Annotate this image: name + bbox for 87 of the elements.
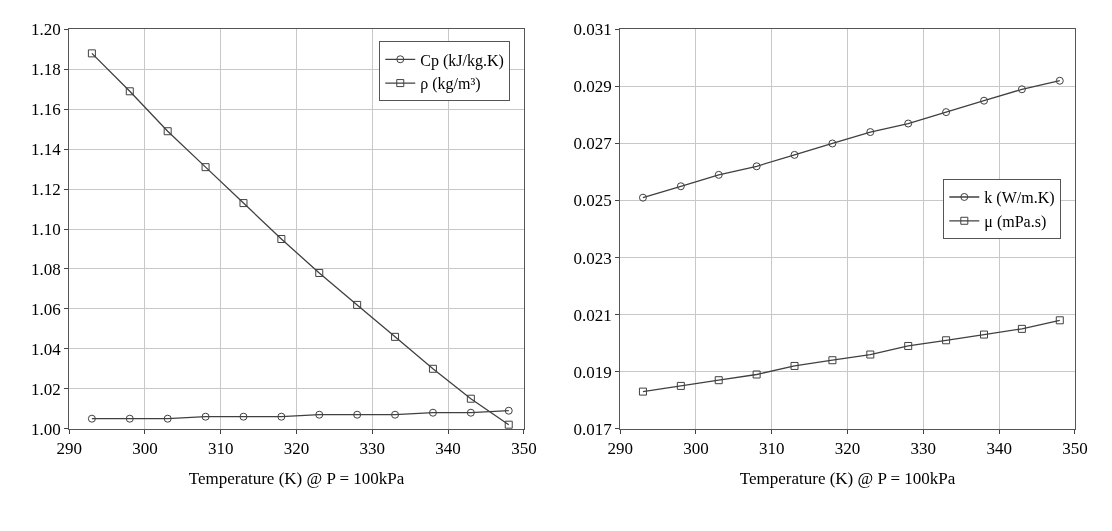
y-tick-label: 1.06 xyxy=(31,299,61,319)
y-tick-label: 0.023 xyxy=(573,248,612,268)
x-tick-label: 320 xyxy=(834,439,861,459)
y-tick-label: 1.10 xyxy=(31,219,61,239)
legend-label: μ (mPa.s) xyxy=(984,213,1047,232)
y-tick-label: 0.027 xyxy=(573,134,613,154)
y-tick-label: 0.017 xyxy=(573,419,613,439)
point xyxy=(466,408,475,417)
point xyxy=(87,414,96,423)
x-tick-label: 340 xyxy=(435,439,461,459)
point xyxy=(752,162,761,171)
x-tick-label: 320 xyxy=(283,439,310,459)
point xyxy=(866,128,875,137)
y-tick-label: 0.025 xyxy=(573,191,612,211)
point xyxy=(676,381,685,390)
y-tick-label: 1.02 xyxy=(31,379,61,399)
point xyxy=(638,193,647,202)
x-tick-label: 310 xyxy=(207,439,234,459)
point xyxy=(714,170,723,179)
x-tick-label: 350 xyxy=(511,439,537,459)
y-tick-label: 0.029 xyxy=(573,77,612,97)
point xyxy=(980,96,988,105)
point xyxy=(201,412,210,421)
y-tick-label: 1.16 xyxy=(31,100,61,120)
y-tick-label: 1.18 xyxy=(31,60,61,80)
point xyxy=(391,410,400,419)
y-tick-label: 1.04 xyxy=(31,339,62,359)
point xyxy=(125,414,134,423)
x-tick-label: 310 xyxy=(759,439,785,459)
point xyxy=(239,199,248,208)
point xyxy=(353,410,362,419)
legend-label: Cp (kJ/kg.K) xyxy=(420,51,504,70)
point xyxy=(714,376,723,385)
y-tick-label: 1.14 xyxy=(31,140,62,160)
y-tick-label: 0.019 xyxy=(573,362,612,382)
x-tick-label: 340 xyxy=(986,439,1012,459)
point xyxy=(1017,324,1026,333)
point xyxy=(201,163,210,172)
point xyxy=(391,332,400,341)
point xyxy=(428,364,437,373)
y-tick-label: 0.021 xyxy=(573,305,612,325)
x-tick-label: 290 xyxy=(607,439,633,459)
y-tick-label: 1.12 xyxy=(31,180,61,200)
y-tick-label: 0.031 xyxy=(573,20,612,40)
point xyxy=(676,182,685,191)
x-axis-title: Temperature (K) @ P = 100kPa xyxy=(188,469,405,489)
point xyxy=(466,394,475,403)
point xyxy=(790,361,799,370)
y-tick-label: 1.08 xyxy=(31,259,61,279)
legend-label: k (W/m.K) xyxy=(984,189,1055,208)
point xyxy=(163,414,172,423)
y-tick-label: 1.00 xyxy=(31,419,61,439)
point xyxy=(980,330,988,339)
point xyxy=(239,412,248,421)
point xyxy=(942,108,951,117)
point xyxy=(1017,85,1026,94)
point xyxy=(1055,76,1064,85)
point xyxy=(752,370,761,379)
point xyxy=(504,420,513,429)
point xyxy=(163,127,172,136)
point xyxy=(904,341,913,350)
x-tick-label: 290 xyxy=(56,439,82,459)
x-tick-label: 330 xyxy=(359,439,386,459)
point xyxy=(942,336,951,345)
point xyxy=(87,49,96,58)
point xyxy=(1055,316,1064,325)
x-tick-label: 330 xyxy=(910,439,937,459)
legend-label: ρ (kg/m³) xyxy=(420,75,481,94)
point xyxy=(277,235,286,244)
x-tick-label: 300 xyxy=(132,439,158,459)
point xyxy=(790,150,799,159)
point xyxy=(277,412,286,421)
point xyxy=(428,408,437,417)
point xyxy=(828,356,837,365)
x-axis-title: Temperature (K) @ P = 100kPa xyxy=(739,469,956,489)
point xyxy=(315,268,324,277)
x-tick-label: 300 xyxy=(683,439,709,459)
y-tick-label: 1.20 xyxy=(31,20,61,40)
point xyxy=(315,410,324,419)
point xyxy=(866,350,875,359)
point xyxy=(353,300,362,309)
x-tick-label: 350 xyxy=(1062,439,1088,459)
point xyxy=(638,387,647,396)
point xyxy=(504,406,513,415)
point xyxy=(904,119,913,128)
point xyxy=(125,87,134,96)
point xyxy=(828,139,837,148)
